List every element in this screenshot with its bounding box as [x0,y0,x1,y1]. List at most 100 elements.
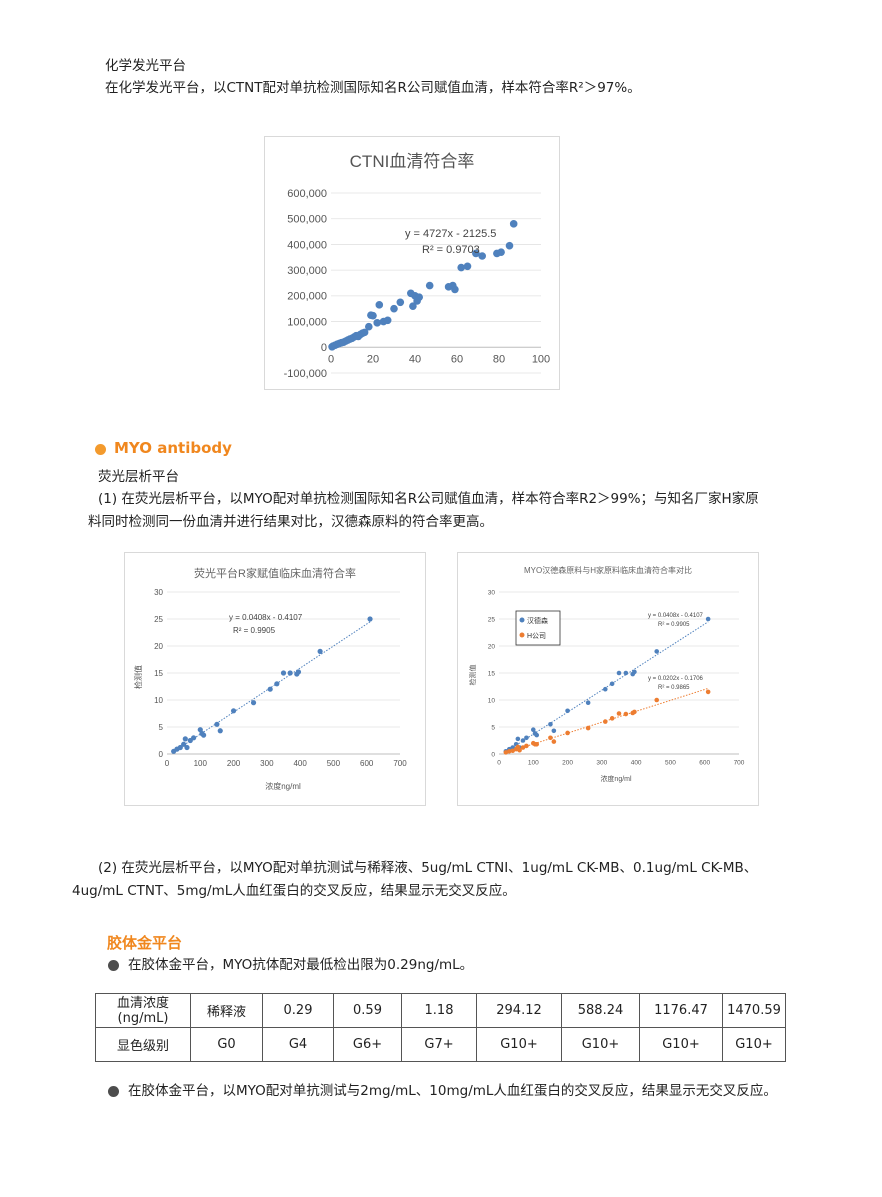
data-point [705,616,711,622]
y-tick-label: 300,000 [287,265,327,277]
x-tick-label: 700 [393,759,407,768]
data-point [274,681,280,687]
legend-label-series-1: 汉德森 [527,616,548,625]
y-axis-label: 检测值 [133,665,143,689]
table-row-concentration: 血清浓度 (ng/mL) 稀释液 0.29 0.59 1.18 294.12 5… [95,993,786,1028]
x-tick-label: 0 [497,760,501,767]
data-point [510,748,516,754]
table-cell: 588.24 [561,993,640,1028]
y-tick-label: 5 [159,723,164,732]
data-point [295,669,302,675]
bullet-text-detection-limit: 在胶体金平台，MYO抗体配对最低检出限为0.29ng/mL。 [128,957,474,973]
gray-bullet-icon [108,1086,119,1097]
y-tick-label: 0 [491,751,495,758]
data-point [217,728,223,734]
data-point [565,730,570,736]
data-point [524,735,529,741]
trendline-equation: y = 0.0408x - 0.4107 [229,613,303,622]
data-point [616,711,622,716]
table-cell: G10+ [476,1027,562,1062]
table-cell: 0.59 [333,993,402,1028]
x-tick-label: 60 [451,353,463,365]
data-point [510,745,516,750]
orange-bullet-icon [95,444,106,455]
x-tick-label: 0 [165,759,170,768]
y-tick-label: 20 [154,642,163,651]
data-point [182,736,188,742]
table-cell: 1.18 [401,993,477,1028]
ctni-chart: CTNI血清符合率 -100,000 0 100,000 200,000 300,000… [264,136,560,390]
data-point [415,293,423,301]
subheading-fluorescence: 荧光层析平台 [98,469,179,485]
trendline-equation-series-1: y = 0.0408x - 0.4107 [648,613,704,619]
table-cell: G10+ [722,1027,786,1062]
data-point [383,316,392,325]
data-point [520,745,526,750]
x-tick-label: 300 [596,760,607,767]
y-tick-label: 0 [321,342,327,354]
y-tick-label: 20 [488,643,496,650]
x-tick-label: 100 [194,759,208,768]
x-tick-label: 400 [293,759,307,768]
data-point [375,301,384,309]
table-cell: G4 [262,1027,334,1062]
data-point [530,727,536,732]
y-tick-label: 600,000 [287,188,327,200]
x-tick-label: 400 [631,760,642,767]
data-point [506,749,512,754]
data-point [451,285,459,294]
data-point [623,711,629,717]
chart-title: MYO汉德森原料与H家原料临床血清符合率对比 [524,565,692,575]
data-point [505,241,514,250]
x-tick-label: 500 [665,760,676,767]
data-point [548,735,553,741]
data-point [191,735,197,741]
table-cell: 1470.59 [722,993,786,1028]
x-tick-label: 200 [227,759,241,768]
y-tick-label: 30 [488,589,496,596]
bullet-text-cross-reaction: 在胶体金平台，以MYO配对单抗测试与2mg/mL、10mg/mL人血红蛋白的交叉… [128,1083,777,1099]
data-point [632,669,637,675]
data-point [517,747,522,753]
data-point [230,708,237,714]
data-point [367,616,373,622]
y-tick-label: 15 [154,669,163,678]
table-cell: 294.12 [476,993,562,1028]
y-tick-label: -100,000 [284,368,327,380]
y-tick-label: 25 [488,616,496,623]
y-tick-label: 500,000 [287,214,327,226]
data-point [287,670,293,676]
legend-marker-series-2 [519,632,525,638]
ctni-scatter-plot: CTNI血清符合率 -100,0000100,000200,000300,000… [284,152,551,380]
y-tick-label: 5 [491,724,495,731]
paragraph-2-line-1: (2) 在荧光层析平台，以MYO配对单抗测试与稀释液、5ug/mL CTNI、1… [98,860,758,876]
paragraph-1-line-2: 料同时检测同一份血清并进行结果对比，汉德森原料的符合率更高。 [88,514,493,530]
table-cell: G7+ [401,1027,477,1062]
data-point [534,741,540,747]
table-header-concentration: 血清浓度 (ng/mL) [95,993,191,1028]
data-point [534,732,540,738]
data-point [602,686,608,692]
data-point [201,732,207,738]
chart-title: CTNI血清符合率 [350,152,475,171]
data-point [177,744,183,751]
x-tick-label: 100 [528,760,539,767]
trendline-r2-series-2: R² = 0.9865 [658,685,690,691]
data-point [705,689,711,695]
trendline-equation: y = 4727x - 2125.5 [405,228,496,240]
data-point [472,249,480,258]
data-point [360,328,369,337]
table-cell: 1176.47 [639,993,723,1028]
data-point [409,302,417,310]
chart-title: 荧光平台R家赋值临床血清符合率 [194,566,356,580]
x-tick-label: 100 [532,353,550,365]
data-point [632,709,637,715]
trendline-r2: R² = 0.9905 [233,626,276,635]
section-description-chemiluminescence: 在化学发光平台，以CTNT配对单抗检测国际知名R公司赋值血清，样本符合率R²＞9… [105,80,641,96]
data-point [623,670,629,676]
x-tick-label: 700 [734,760,745,767]
trendline [173,621,371,753]
paragraph-1-line-1: (1) 在荧光层析平台，以MYO配对单抗检测国际知名R公司赋值血清，样本符合率R… [98,491,759,507]
data-point [214,721,220,727]
